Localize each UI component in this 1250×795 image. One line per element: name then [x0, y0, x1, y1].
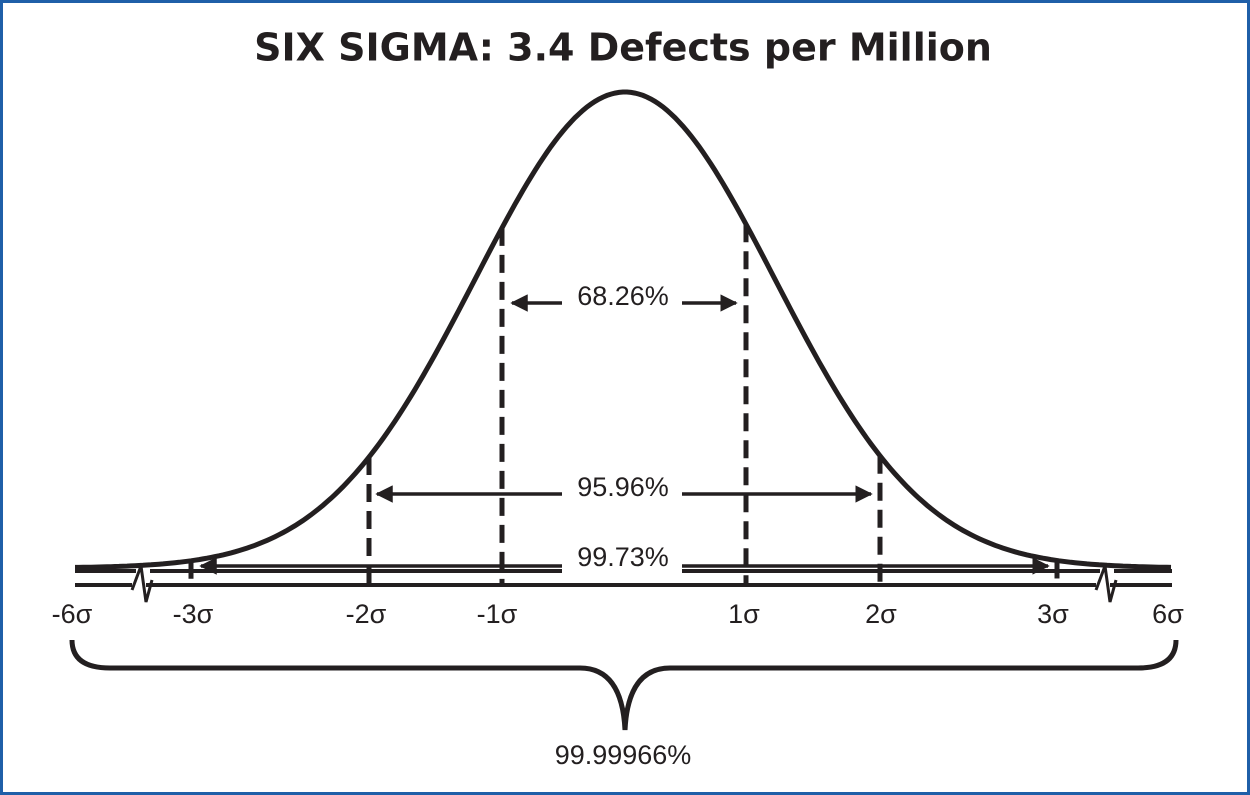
interval-label: 95.96% — [577, 472, 669, 502]
total-label: 99.99966% — [555, 740, 692, 770]
label-bg — [562, 283, 682, 321]
title: SIX SIGMA: 3.4 Defects per Million — [254, 26, 992, 70]
sigma-label: 2σ — [865, 599, 897, 629]
sigma-label: 3σ — [1037, 599, 1069, 629]
label-bg — [562, 474, 682, 512]
sigma-label: -2σ — [346, 599, 387, 629]
interval-label: 68.26% — [577, 281, 669, 311]
sigma-label: 1σ — [728, 599, 760, 629]
sigma-label: 6σ — [1152, 599, 1184, 629]
sigma-label: -6σ — [52, 599, 93, 629]
sigma-label: -3σ — [173, 599, 214, 629]
interval-label: 99.73% — [577, 542, 669, 572]
brace — [69, 639, 1179, 731]
label-bg — [562, 546, 682, 582]
normal-curve — [75, 89, 1172, 570]
sigma-label: -1σ — [477, 599, 518, 629]
